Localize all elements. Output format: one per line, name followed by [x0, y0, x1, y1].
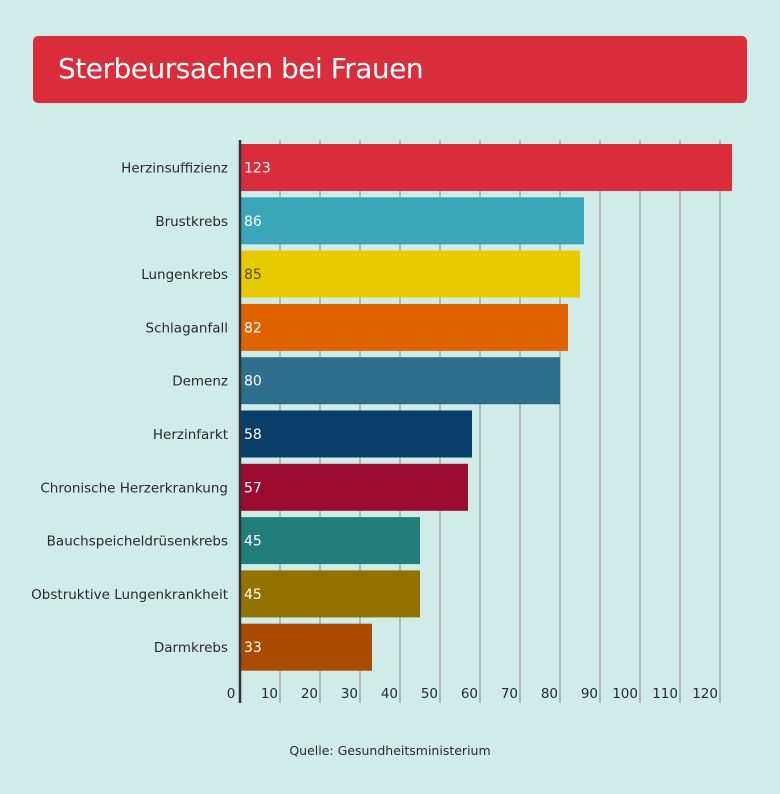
bar-6: [240, 463, 468, 511]
chart-title: Sterbeursachen bei Frauen: [58, 52, 424, 85]
bar-value-label-4: 80: [244, 374, 262, 390]
source-note: Quelle: Gesundheitsministerium: [289, 743, 491, 758]
bar-value-label-8: 45: [244, 587, 262, 603]
bar-value-label-1: 86: [244, 214, 262, 230]
category-label-2: Lungenkrebs: [141, 267, 228, 283]
bar-value-label-9: 33: [244, 640, 262, 656]
bar-value-label-6: 57: [244, 480, 262, 496]
category-label-7: Bauchspeicheldrüsenkrebs: [47, 534, 228, 550]
x-tick-label-110: 110: [652, 686, 678, 702]
x-tick-label-120: 120: [692, 686, 718, 702]
category-label-8: Obstruktive Lungenkrankheit: [31, 587, 228, 603]
x-tick-label-50: 50: [421, 686, 438, 702]
bar-1: [240, 197, 584, 245]
x-tick-label-70: 70: [501, 686, 518, 702]
bar-2: [240, 250, 580, 298]
bar-9: [240, 623, 372, 671]
bar-8: [240, 570, 420, 618]
x-tick-label-100: 100: [612, 686, 638, 702]
bar-value-label-7: 45: [244, 534, 262, 550]
category-label-3: Schlaganfall: [146, 320, 229, 336]
bar-5: [240, 410, 472, 458]
bar-0: [240, 144, 732, 191]
chart-title-banner: Sterbeursachen bei Frauen: [33, 36, 747, 103]
category-label-1: Brustkrebs: [155, 214, 228, 230]
x-tick-label-60: 60: [461, 686, 478, 702]
bar-3: [240, 303, 568, 351]
category-label-6: Chronische Herzerkrankung: [40, 480, 228, 496]
category-label-5: Herzinfarkt: [153, 427, 228, 443]
category-label-9: Darmkrebs: [154, 640, 228, 656]
bar-4: [240, 357, 560, 405]
x-tick-label-20: 20: [301, 686, 318, 702]
bar-value-label-5: 58: [244, 427, 262, 443]
bar-7: [240, 517, 420, 565]
x-tick-label-10: 10: [261, 686, 278, 702]
bar-value-label-2: 85: [244, 267, 262, 283]
x-tick-label-90: 90: [581, 686, 598, 702]
category-label-0: Herzinsuffizienz: [121, 161, 228, 177]
x-tick-label-0: 0: [227, 686, 236, 702]
bar-value-label-0: 123: [244, 161, 271, 177]
x-tick-label-30: 30: [341, 686, 358, 702]
x-tick-label-80: 80: [541, 686, 558, 702]
x-tick-label-40: 40: [381, 686, 398, 702]
category-label-4: Demenz: [172, 374, 228, 390]
bar-value-label-3: 82: [244, 320, 262, 336]
